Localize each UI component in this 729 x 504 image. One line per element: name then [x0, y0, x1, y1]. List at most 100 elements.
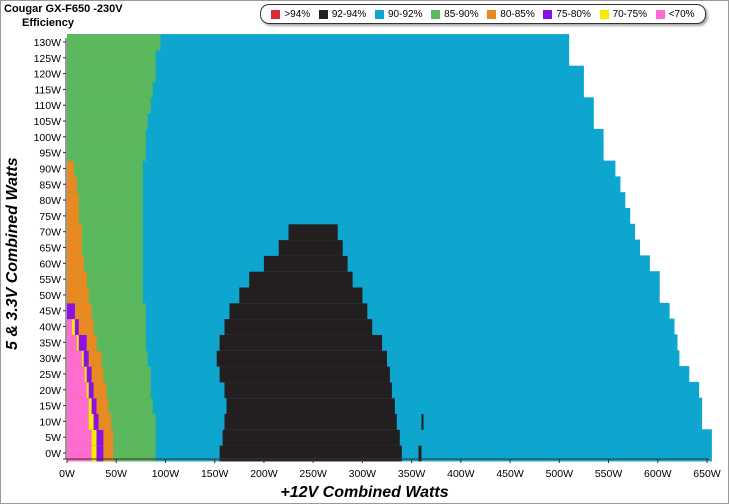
legend-swatch-icon [487, 9, 497, 19]
x-tick-label: 400W [447, 468, 475, 480]
y-tick-label: 90W [39, 163, 61, 175]
efficiency-cell-85-90 [67, 160, 143, 177]
efficiency-cell-80-85 [67, 176, 77, 193]
legend-item: 92-94% [318, 8, 367, 20]
x-axis-title: +12V Combined Watts [280, 484, 449, 501]
y-tick-label: 125W [34, 53, 62, 65]
y-tick-label: 55W [39, 274, 61, 286]
efficiency-cell-80-85 [67, 255, 84, 272]
x-tick-label: 550W [595, 468, 623, 480]
y-tick-label: 25W [39, 369, 61, 381]
efficiency-cell-85-90 [67, 65, 156, 82]
efficiency-cell-80-85 [67, 192, 79, 209]
y-tick-label: 85W [39, 179, 61, 191]
efficiency-cell-below-70 [67, 381, 87, 399]
y-tick-label: 35W [39, 337, 61, 349]
legend: >94% 92-94% 90-92% 85-90% 80-85% 75-80% … [260, 4, 706, 24]
y-tick-label: 95W [39, 148, 61, 160]
y-tick-label: 115W [34, 84, 61, 96]
efficiency-cell-85-90 [67, 223, 143, 241]
efficiency-cell-90-92 [67, 192, 626, 209]
efficiency-cell-80-85 [67, 287, 89, 304]
legend-item: 75-80% [543, 8, 591, 20]
y-tick-label: 40W [39, 322, 61, 334]
x-tick-label: 100W [152, 468, 180, 480]
efficiency-cell-90-92 [67, 271, 660, 288]
x-tick-label: 200W [250, 468, 278, 480]
efficiency-cell-90-92 [67, 144, 604, 162]
legend-swatch-icon [655, 9, 665, 19]
efficiency-cell-90-92 [67, 160, 616, 177]
efficiency-cell-75-80 [67, 302, 75, 320]
efficiency-cell-below-70 [67, 366, 85, 383]
y-tick-label: 45W [39, 306, 61, 318]
efficiency-cell-below-70 [67, 397, 89, 414]
efficiency-cell-below-70 [67, 350, 82, 367]
legend-label: 92-94% [331, 8, 367, 20]
efficiency-cell-92-94 [418, 445, 422, 462]
legend-swatch-icon [543, 9, 553, 19]
efficiency-cell-85-90 [67, 239, 143, 256]
y-tick-label: 100W [34, 132, 62, 144]
efficiency-cell-below-70 [67, 413, 89, 430]
legend-swatch-icon [599, 9, 609, 19]
y-tick-label: 65W [39, 243, 61, 255]
legend-label: 75-80% [556, 8, 591, 20]
efficiency-cell-below-70 [67, 429, 92, 446]
y-tick-label: 110W [34, 100, 61, 112]
efficiency-cell-92-94 [421, 413, 424, 430]
efficiency-cell-85-90 [67, 255, 143, 272]
efficiency-cell-90-92 [67, 34, 570, 51]
legend-label: 85-90% [444, 8, 479, 20]
efficiency-cell-90-92 [67, 113, 594, 130]
x-tick-label: 0W [59, 468, 75, 480]
y-tick-label: 10W [39, 416, 61, 428]
legend-item: <70% [655, 8, 695, 20]
efficiency-cell-below-70 [67, 334, 77, 351]
legend-label: <70% [668, 8, 695, 20]
y-tick-label: 70W [39, 227, 61, 239]
efficiency-cell-80-85 [67, 271, 87, 288]
legend-item: 80-85% [487, 8, 535, 20]
y-tick-label: 20W [39, 385, 61, 397]
legend-swatch-icon [318, 9, 328, 19]
efficiency-cell-90-92 [67, 176, 621, 193]
efficiency-cell-92-94 [278, 239, 343, 256]
efficiency-cell-92-94 [249, 271, 353, 288]
efficiency-cell-85-90 [67, 208, 143, 225]
efficiency-cell-85-90 [67, 176, 143, 193]
efficiency-cell-90-92 [67, 81, 584, 98]
efficiency-cell-92-94 [226, 397, 395, 414]
y-tick-label: 50W [39, 290, 61, 302]
efficiency-cell-below-70 [67, 445, 92, 462]
efficiency-cell-90-92 [67, 128, 604, 146]
efficiency-cell-80-85 [67, 160, 74, 177]
y-tick-label: 15W [39, 401, 61, 413]
efficiency-cell-92-94 [222, 429, 400, 446]
y-tick-label: 120W [34, 69, 62, 81]
efficiency-cell-85-90 [67, 34, 161, 51]
efficiency-cell-90-92 [67, 302, 670, 320]
x-tick-label: 150W [201, 468, 229, 480]
x-tick-label: 600W [644, 468, 672, 480]
x-tick-label: 300W [349, 468, 377, 480]
legend-item: >94% [271, 9, 310, 20]
x-tick-label: 450W [496, 468, 524, 480]
efficiency-cell-85-90 [67, 49, 156, 67]
y-tick-label: 105W [34, 116, 62, 128]
y-tick-label: 0W [45, 448, 61, 460]
efficiency-cell-90-92 [67, 65, 584, 82]
efficiency-cell-90-92 [67, 49, 570, 67]
y-tick-label: 75W [39, 211, 61, 223]
efficiency-cell-92-94 [219, 334, 383, 351]
legend-label: 80-85% [500, 8, 535, 20]
x-tick-label: 350W [398, 468, 426, 480]
efficiency-cell-90-92 [67, 97, 594, 114]
efficiency-cell-92-94 [224, 413, 397, 430]
efficiency-cell-92-94 [219, 445, 402, 462]
y-tick-label: 5W [45, 432, 61, 444]
x-tick-label: 50W [105, 468, 127, 480]
x-tick-label: 250W [299, 468, 327, 480]
efficiency-cell-90-92 [67, 287, 660, 304]
